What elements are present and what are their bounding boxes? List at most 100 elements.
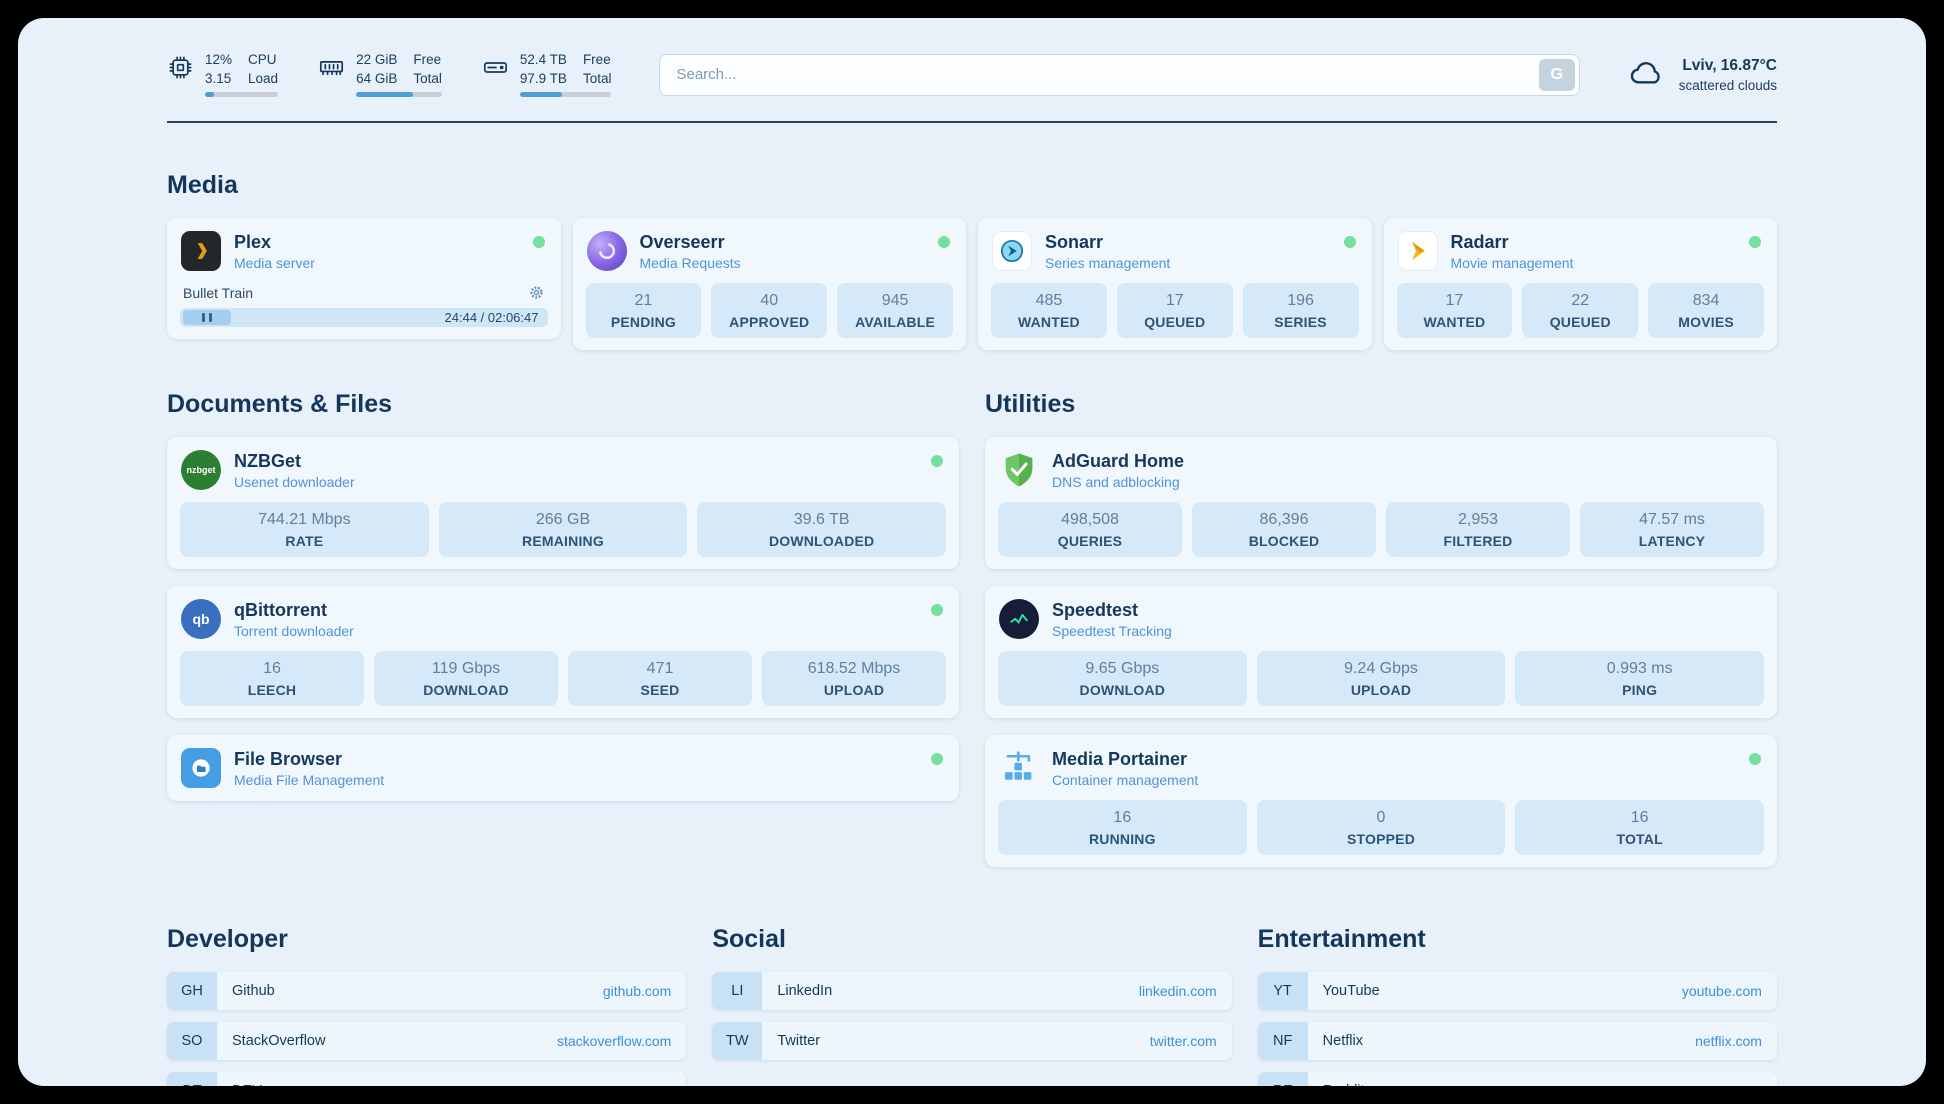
link-name: Reddit — [1323, 1083, 1365, 1086]
service-subtitle: Speedtest Tracking — [1052, 622, 1172, 639]
link-reddit[interactable]: RE Reddit reddit.com — [1257, 1072, 1777, 1086]
search-input[interactable] — [659, 53, 1580, 96]
storage-total-label: Total — [582, 70, 612, 86]
weather-location: Lviv, 16.87°C — [1682, 56, 1777, 74]
service-name: Speedtest — [1052, 599, 1139, 620]
section-title-developer: Developer — [167, 925, 288, 954]
stat-label: LATENCY — [1638, 533, 1706, 550]
service-header: Media Portainer Container management — [998, 747, 1764, 789]
service-card-file-browser[interactable]: File Browser Media File Management — [167, 735, 959, 802]
search-bar: G — [659, 53, 1580, 96]
link-twitter[interactable]: TW Twitter twitter.com — [712, 1022, 1232, 1061]
memory-stat-body: 22 GiB 64 GiB Free Total — [356, 52, 442, 98]
filebrowser-icon — [180, 747, 222, 789]
link-url: reddit.com — [1697, 1083, 1762, 1086]
service-header: nzbget NZBGet Usenet downloader — [180, 449, 946, 491]
stat-tile-available: 945 AVAILABLE — [837, 283, 953, 339]
service-card-nzbget[interactable]: nzbget NZBGet Usenet downloader 744.21 Mbps… — [167, 437, 959, 570]
link-abbr: LI — [712, 972, 763, 1011]
cpu-load-value: 3.15 — [205, 70, 232, 86]
pause-button[interactable] — [183, 310, 231, 326]
service-stats: 21 PENDING 40 APPROVED 945 AVAILABLE — [585, 283, 953, 339]
stat-label: SEED — [640, 682, 680, 699]
service-meta: Radarr Movie management — [1451, 232, 1574, 271]
playback-progress-bar[interactable]: 24:44 / 02:06:47 — [180, 308, 548, 328]
content-container: 12% 3.15 CPU Load — [167, 18, 1777, 1086]
memory-free-value: 22 GiB — [356, 52, 398, 67]
developer-column: Developer GH Github github.com SO StackOverf… — [167, 925, 687, 1086]
service-card-plex[interactable]: Plex Media server Bullet Train 24:44 / 02:0… — [167, 218, 561, 340]
link-abbr: NF — [1257, 1022, 1308, 1061]
service-meta: Speedtest Speedtest Tracking — [1052, 600, 1172, 639]
service-subtitle: DNS and adblocking — [1052, 473, 1180, 490]
service-name: Sonarr — [1045, 231, 1104, 252]
stat-value: 2,953 — [1457, 511, 1499, 529]
section-title-social: Social — [712, 925, 786, 954]
service-name: Overseerr — [639, 231, 725, 252]
link-abbr: DT — [167, 1072, 217, 1086]
service-meta: Plex Media server — [234, 232, 315, 271]
service-card-overseerr[interactable]: Overseerr Media Requests 21 PENDING 40 APPROV… — [572, 218, 966, 351]
gear-icon[interactable] — [528, 284, 545, 301]
stat-value: 0.993 ms — [1606, 660, 1673, 678]
cloud-icon — [1628, 56, 1666, 93]
link-github[interactable]: GH Github github.com — [167, 972, 687, 1011]
stat-label: STOPPED — [1346, 831, 1416, 848]
utilities-cards: AdGuard Home DNS and adblocking 498,508 QUE… — [985, 437, 1777, 868]
link-url: linkedin.com — [1138, 983, 1217, 1000]
link-youtube[interactable]: YT YouTube youtube.com — [1257, 972, 1777, 1011]
links-grid: Developer GH Github github.com SO StackOverf… — [167, 925, 1777, 1086]
stat-value: 744.21 Mbps — [258, 511, 351, 529]
service-stats: 498,508 QUERIES 86,396 BLOCKED 2,953 FILTERED… — [998, 502, 1764, 558]
link-dev[interactable]: DT DEV dev.to — [167, 1072, 687, 1086]
overseerr-icon — [586, 230, 628, 272]
service-meta: Sonarr Series management — [1045, 232, 1170, 271]
storage-total-value: 97.9 TB — [519, 70, 567, 86]
status-dot — [931, 753, 943, 766]
service-card-qbittorrent[interactable]: qb qBittorrent Torrent downloader 16 LEECH 11… — [167, 586, 959, 719]
service-card-adguard-home[interactable]: AdGuard Home DNS and adblocking 498,508 QUE… — [985, 437, 1777, 570]
section-title-documents: Documents & Files — [167, 390, 393, 419]
system-stats: 12% 3.15 CPU Load — [167, 52, 612, 98]
memory-labels: Free Total — [413, 52, 442, 86]
stat-label: DOWNLOADED — [768, 533, 875, 550]
stat-tile-running: 16 RUNNING — [998, 800, 1247, 856]
stat-label: UPLOAD — [1350, 682, 1412, 699]
search-engine-button[interactable]: G — [1538, 58, 1575, 91]
service-card-radarr[interactable]: Radarr Movie management 17 WANTED 22 QUEUED 83… — [1383, 218, 1777, 351]
stat-label: PENDING — [610, 314, 676, 331]
link-netflix[interactable]: NF Netflix netflix.com — [1257, 1022, 1777, 1061]
stat-tile-total: 16 TOTAL — [1515, 800, 1764, 856]
weather-description: scattered clouds — [1678, 77, 1777, 93]
storage-stat-body: 52.4 TB 97.9 TB Free Total — [519, 52, 612, 98]
stat-value: 22 — [1571, 292, 1590, 310]
link-stackoverflow[interactable]: SO StackOverflow stackoverflow.com — [167, 1022, 687, 1061]
service-card-speedtest[interactable]: Speedtest Speedtest Tracking 9.65 Gbps DOWN… — [985, 586, 1777, 719]
stat-label: RUNNING — [1088, 831, 1156, 848]
storage-free-label: Free — [582, 52, 611, 67]
storage-icon — [482, 54, 509, 81]
service-card-media-portainer[interactable]: Media Portainer Container management 16 RUN… — [985, 735, 1777, 868]
stat-label: UPLOAD — [823, 682, 885, 699]
cpu-progress-fill — [205, 92, 214, 98]
weather-text: Lviv, 16.87°C scattered clouds — [1679, 57, 1777, 93]
stat-value: 618.52 Mbps — [807, 660, 901, 678]
link-url: youtube.com — [1681, 983, 1762, 1000]
stat-tile-leech: 16 LEECH — [180, 651, 364, 707]
middle-columns: Documents & Files nzbget NZBGet Usenet dow… — [167, 350, 1777, 868]
status-dot — [931, 455, 943, 468]
service-stats: 9.65 Gbps DOWNLOAD 9.24 Gbps UPLOAD 0.993 ms… — [998, 651, 1764, 707]
service-header: Speedtest Speedtest Tracking — [998, 598, 1764, 640]
service-name: Plex — [234, 231, 272, 252]
cpu-stat-body: 12% 3.15 CPU Load — [205, 52, 279, 98]
stat-label: QUEUED — [1144, 314, 1206, 331]
link-linkedin[interactable]: LI LinkedIn linkedin.com — [712, 972, 1232, 1011]
service-card-sonarr[interactable]: Sonarr Series management 485 WANTED 17 QUEUED… — [978, 218, 1372, 351]
service-name: NZBGet — [234, 450, 301, 471]
social-links: LI LinkedIn linkedin.com TW Twitter twitter.c… — [712, 972, 1232, 1061]
stat-value: 945 — [881, 292, 909, 310]
stat-tile-rate: 744.21 Mbps RATE — [180, 502, 429, 558]
plex-icon — [180, 230, 222, 272]
stat-tile-pending: 21 PENDING — [585, 283, 702, 339]
service-name: AdGuard Home — [1052, 450, 1185, 471]
